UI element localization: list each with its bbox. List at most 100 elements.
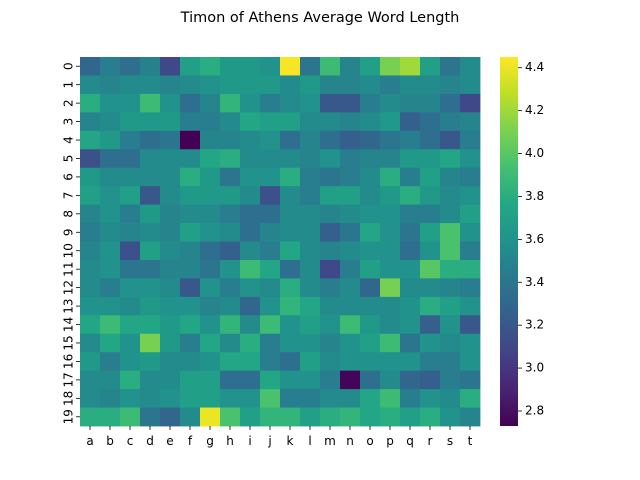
heatmap-cell-7-e bbox=[160, 186, 181, 205]
heatmap-cell-5-m bbox=[320, 149, 341, 169]
heatmap-cell-3-c bbox=[120, 112, 141, 132]
heatmap-cell-5-e bbox=[160, 149, 181, 169]
heatmap-cell-0-h bbox=[220, 57, 241, 76]
heatmap-cell-15-c bbox=[120, 333, 141, 353]
heatmap-cell-11-t bbox=[460, 259, 481, 279]
x-tick-label-q: q bbox=[406, 434, 414, 448]
heatmap-cell-10-o bbox=[360, 241, 381, 261]
heatmap-cell-4-k bbox=[280, 130, 301, 150]
heatmap-cell-6-p bbox=[380, 167, 401, 187]
heatmap-cell-18-o bbox=[360, 389, 381, 408]
heatmap-cell-4-e bbox=[160, 130, 181, 150]
heatmap-cell-12-h bbox=[220, 278, 241, 298]
heatmap-cell-17-f bbox=[180, 370, 201, 390]
heatmap-cell-4-t bbox=[460, 130, 481, 150]
chart-title: Timon of Athens Average Word Length bbox=[180, 10, 460, 26]
y-tick-label-8: 8 bbox=[62, 210, 76, 218]
heatmap-cell-19-s bbox=[440, 407, 461, 427]
y-tick-label-13: 13 bbox=[62, 298, 76, 313]
heatmap-cell-14-n bbox=[340, 315, 361, 335]
heatmap-cell-10-l bbox=[300, 241, 321, 261]
heatmap-cell-11-h bbox=[220, 259, 241, 279]
heatmap-cell-9-i bbox=[240, 223, 261, 242]
heatmap-cell-17-l bbox=[300, 370, 321, 390]
heatmap-cell-12-p bbox=[380, 278, 401, 298]
heatmap-cell-6-t bbox=[460, 167, 481, 187]
heatmap-cell-17-n bbox=[340, 370, 361, 390]
heatmap-cell-15-f bbox=[180, 333, 201, 353]
heatmap-cell-18-n bbox=[340, 389, 361, 408]
heatmap-cell-0-s bbox=[440, 57, 461, 76]
heatmap-cell-5-k bbox=[280, 149, 301, 169]
heatmap-cell-13-f bbox=[180, 296, 201, 316]
heatmap-cell-6-c bbox=[120, 167, 141, 187]
heatmap-cell-0-p bbox=[380, 57, 401, 76]
heatmap-cell-1-t bbox=[460, 75, 481, 95]
heatmap-cell-7-n bbox=[340, 186, 361, 205]
x-tick-label-p: p bbox=[386, 434, 394, 448]
heatmap-cell-1-i bbox=[240, 75, 261, 95]
heatmap-cell-12-n bbox=[340, 278, 361, 298]
heatmap-cell-5-p bbox=[380, 149, 401, 169]
heatmap-cell-0-l bbox=[300, 57, 321, 76]
y-tick-label-11: 11 bbox=[62, 262, 76, 277]
heatmap-cell-0-i bbox=[240, 57, 261, 76]
heatmap-cell-17-b bbox=[100, 370, 121, 390]
heatmap-cell-16-r bbox=[420, 352, 441, 372]
heatmap-cell-16-o bbox=[360, 352, 381, 372]
heatmap-cell-18-i bbox=[240, 389, 261, 408]
heatmap-cell-11-d bbox=[140, 259, 161, 279]
heatmap-cell-9-g bbox=[200, 223, 221, 242]
heatmap-cell-8-j bbox=[260, 204, 281, 224]
heatmap-cell-7-h bbox=[220, 186, 241, 205]
heatmap-cell-6-g bbox=[200, 167, 221, 187]
heatmap-cell-2-f bbox=[180, 93, 201, 113]
x-tick-label-r: r bbox=[428, 434, 433, 448]
heatmap-cell-5-c bbox=[120, 149, 141, 169]
heatmap-cell-9-e bbox=[160, 223, 181, 242]
heatmap-cell-4-s bbox=[440, 130, 461, 150]
heatmap-cell-10-r bbox=[420, 241, 441, 261]
heatmap-cell-17-m bbox=[320, 370, 341, 390]
heatmap-cell-19-i bbox=[240, 407, 261, 427]
heatmap-cell-8-g bbox=[200, 204, 221, 224]
heatmap-cell-15-j bbox=[260, 333, 281, 353]
heatmap-cell-11-i bbox=[240, 259, 261, 279]
heatmap-cell-18-p bbox=[380, 389, 401, 408]
heatmap-cell-15-o bbox=[360, 333, 381, 353]
heatmap-cell-2-o bbox=[360, 93, 381, 113]
heatmap-cell-10-g bbox=[200, 241, 221, 261]
heatmap-cell-9-a bbox=[80, 223, 101, 242]
heatmap-cell-9-c bbox=[120, 223, 141, 242]
heatmap-cell-9-f bbox=[180, 223, 201, 242]
colorbar-tick-label: 3.0 bbox=[525, 361, 544, 375]
heatmap-cell-10-t bbox=[460, 241, 481, 261]
heatmap-cell-3-b bbox=[100, 112, 121, 132]
heatmap-cell-19-c bbox=[120, 407, 141, 427]
heatmap-cell-6-e bbox=[160, 167, 181, 187]
heatmap-cell-9-o bbox=[360, 223, 381, 242]
heatmap-cell-10-c bbox=[120, 241, 141, 261]
heatmap-cell-13-d bbox=[140, 296, 161, 316]
heatmap-cell-9-n bbox=[340, 223, 361, 242]
heatmap-cell-16-d bbox=[140, 352, 161, 372]
heatmap-cell-10-h bbox=[220, 241, 241, 261]
heatmap-cell-6-j bbox=[260, 167, 281, 187]
heatmap-cell-14-j bbox=[260, 315, 281, 335]
heatmap-cell-17-c bbox=[120, 370, 141, 390]
heatmap-cell-5-n bbox=[340, 149, 361, 169]
x-tick-label-f: f bbox=[188, 434, 193, 448]
x-tick-label-h: h bbox=[226, 434, 234, 448]
y-tick-label-10: 10 bbox=[62, 243, 76, 258]
heatmap-cell-18-h bbox=[220, 389, 241, 408]
heatmap-cell-5-j bbox=[260, 149, 281, 169]
heatmap-cell-9-l bbox=[300, 223, 321, 242]
heatmap-cell-16-m bbox=[320, 352, 341, 372]
heatmap-cell-5-s bbox=[440, 149, 461, 169]
heatmap-cell-13-a bbox=[80, 296, 101, 316]
heatmap-cell-8-d bbox=[140, 204, 161, 224]
heatmap-cell-4-o bbox=[360, 130, 381, 150]
heatmap-cell-12-m bbox=[320, 278, 341, 298]
heatmap-cell-3-n bbox=[340, 112, 361, 132]
